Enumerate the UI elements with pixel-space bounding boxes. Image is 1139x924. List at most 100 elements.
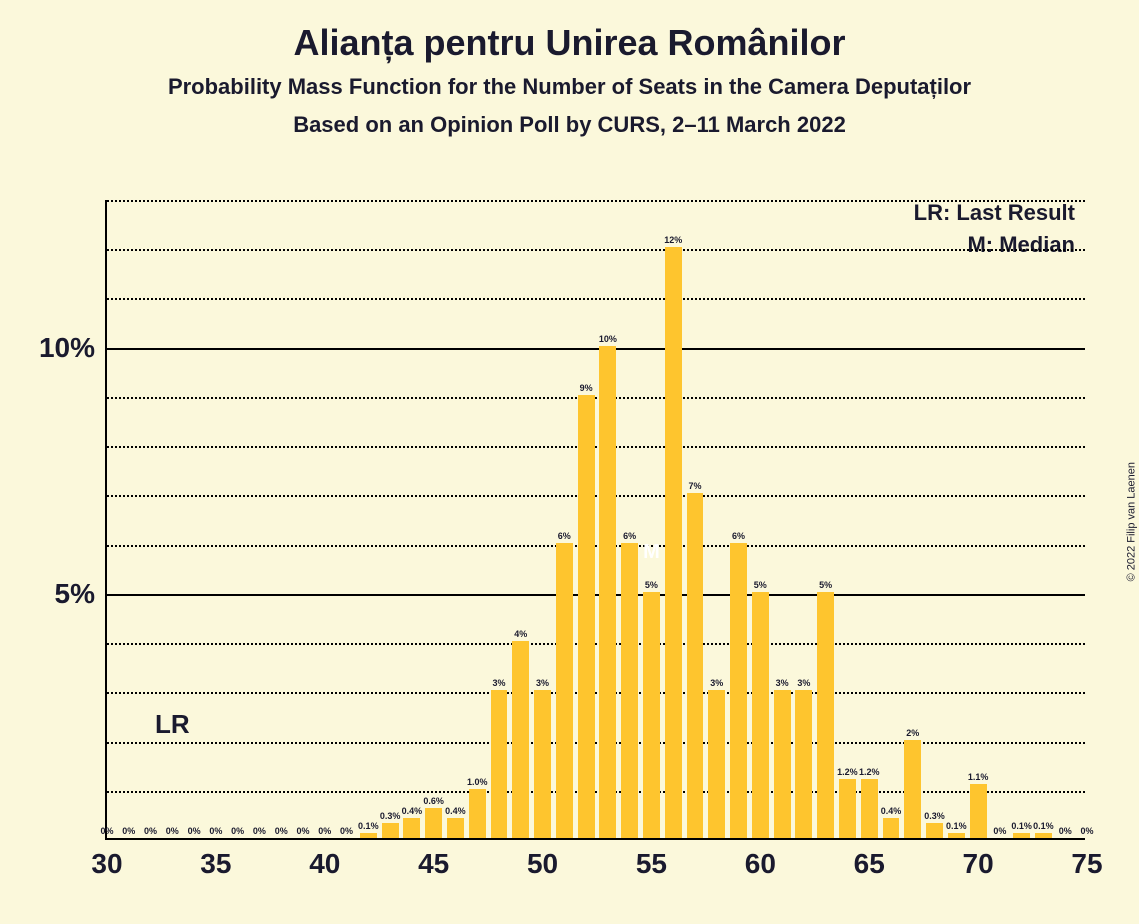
bar-value-label: 5% <box>754 580 767 590</box>
bar-value-label: 1.1% <box>968 772 989 782</box>
median-marker: M <box>643 541 660 564</box>
title-block: Alianța pentru Unirea Românilor Probabil… <box>0 0 1139 138</box>
bar: 1.0% <box>469 789 486 838</box>
bar: 5% <box>643 592 660 838</box>
plot-region: 5%10%303540455055606570750%0%0%0%0%0%0%0… <box>105 200 1085 840</box>
chart-subtitle-1: Probability Mass Function for the Number… <box>0 74 1139 100</box>
gridline-minor <box>107 791 1085 793</box>
bar: 5% <box>817 592 834 838</box>
bar-value-label: 0% <box>166 826 179 836</box>
bar: 0.4% <box>403 818 420 838</box>
chart-subtitle-2: Based on an Opinion Poll by CURS, 2–11 M… <box>0 112 1139 138</box>
bar-value-label: 0% <box>209 826 222 836</box>
bar-value-label: 0% <box>253 826 266 836</box>
bar: 0.1% <box>360 833 377 838</box>
bar-value-label: 5% <box>819 580 832 590</box>
bar: 10% <box>599 346 616 838</box>
bar-value-label: 1.0% <box>467 777 488 787</box>
bar-value-label: 9% <box>580 383 593 393</box>
gridline-minor <box>107 692 1085 694</box>
bar: 5% <box>752 592 769 838</box>
bar-value-label: 3% <box>776 678 789 688</box>
last-result-marker: LR <box>155 709 190 740</box>
bar-value-label: 0% <box>122 826 135 836</box>
bar-value-label: 4% <box>514 629 527 639</box>
bar: 3% <box>491 690 508 838</box>
bar: 6% <box>730 543 747 838</box>
bar-value-label: 0.4% <box>445 806 466 816</box>
x-axis-label: 45 <box>418 838 449 880</box>
bar-value-label: 12% <box>664 235 682 245</box>
bar: 0.4% <box>883 818 900 838</box>
bar: 0.1% <box>1013 833 1030 838</box>
bar: 1.2% <box>861 779 878 838</box>
bar: 3% <box>774 690 791 838</box>
bar-value-label: 0.4% <box>881 806 902 816</box>
chart-area: LR: Last Result M: Median 5%10%303540455… <box>105 200 1085 840</box>
x-axis-label: 60 <box>745 838 776 880</box>
y-axis-label: 10% <box>39 332 107 364</box>
bar-value-label: 5% <box>645 580 658 590</box>
bar-value-label: 0% <box>188 826 201 836</box>
bar-value-label: 3% <box>710 678 723 688</box>
bar-value-label: 6% <box>732 531 745 541</box>
bar: 12% <box>665 247 682 838</box>
bar-value-label: 6% <box>623 531 636 541</box>
bar: 1.1% <box>970 784 987 838</box>
bar: 0.1% <box>1035 833 1052 838</box>
bar-value-label: 2% <box>906 728 919 738</box>
bar-value-label: 10% <box>599 334 617 344</box>
bar-value-label: 0.6% <box>423 796 444 806</box>
gridline-minor <box>107 200 1085 202</box>
bar-value-label: 0% <box>275 826 288 836</box>
bar-value-label: 0.3% <box>380 811 401 821</box>
bar-value-label: 0.1% <box>1011 821 1032 831</box>
gridline-minor <box>107 249 1085 251</box>
gridline-major <box>107 594 1085 596</box>
x-axis-label: 50 <box>527 838 558 880</box>
bar: 6% <box>621 543 638 838</box>
bar: 0.3% <box>382 823 399 838</box>
gridline-minor <box>107 495 1085 497</box>
bar-value-label: 0% <box>993 826 1006 836</box>
bar-value-label: 0.3% <box>924 811 945 821</box>
bar: 0.4% <box>447 818 464 838</box>
bar-value-label: 6% <box>558 531 571 541</box>
bar-value-label: 3% <box>797 678 810 688</box>
copyright-text: © 2022 Filip van Laenen <box>1125 462 1137 581</box>
bar-value-label: 0% <box>231 826 244 836</box>
bar: 2% <box>904 740 921 838</box>
bar: 7% <box>687 493 704 838</box>
x-axis-label: 55 <box>636 838 667 880</box>
bar-value-label: 0% <box>1080 826 1093 836</box>
gridline-minor <box>107 643 1085 645</box>
bar: 0.1% <box>948 833 965 838</box>
bar: 3% <box>708 690 725 838</box>
bar-value-label: 0% <box>1059 826 1072 836</box>
bar-value-label: 7% <box>688 481 701 491</box>
bar: 4% <box>512 641 529 838</box>
gridline-minor <box>107 397 1085 399</box>
chart-title: Alianța pentru Unirea Românilor <box>0 22 1139 64</box>
bar-value-label: 0.1% <box>946 821 967 831</box>
x-axis-label: 75 <box>1071 838 1102 880</box>
bar: 9% <box>578 395 595 838</box>
bar-value-label: 0.1% <box>358 821 379 831</box>
bar: 0.3% <box>926 823 943 838</box>
bar-value-label: 0% <box>296 826 309 836</box>
gridline-minor <box>107 545 1085 547</box>
bar: 1.2% <box>839 779 856 838</box>
x-axis-label: 70 <box>963 838 994 880</box>
bar-value-label: 1.2% <box>837 767 858 777</box>
bar-value-label: 0.4% <box>402 806 423 816</box>
x-axis-label: 40 <box>309 838 340 880</box>
bar-value-label: 0.1% <box>1033 821 1054 831</box>
bar-value-label: 0% <box>144 826 157 836</box>
bar: 0.6% <box>425 808 442 838</box>
bar-value-label: 0% <box>318 826 331 836</box>
y-axis-label: 5% <box>55 578 107 610</box>
bar-value-label: 1.2% <box>859 767 880 777</box>
gridline-minor <box>107 446 1085 448</box>
x-axis-label: 65 <box>854 838 885 880</box>
bar-value-label: 3% <box>492 678 505 688</box>
